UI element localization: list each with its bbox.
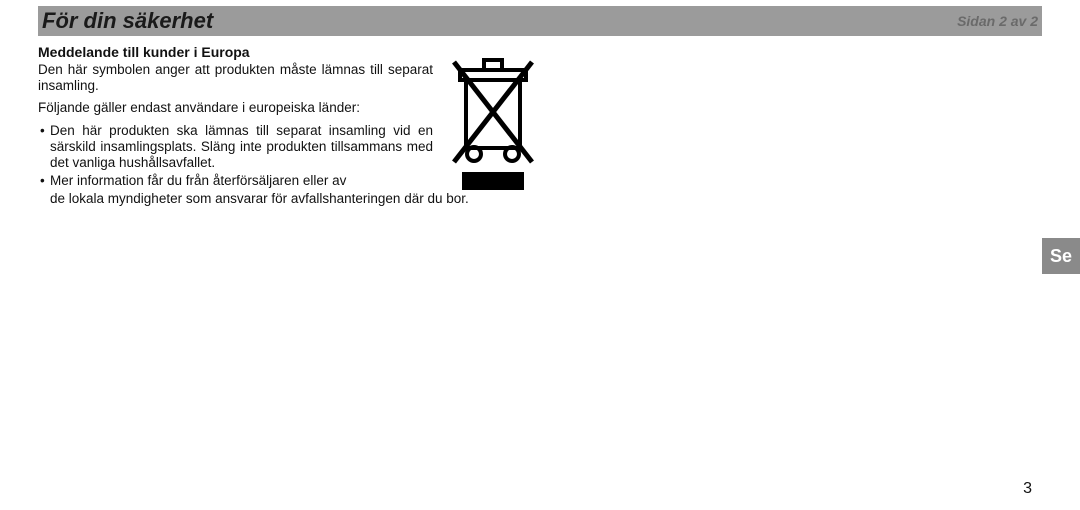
text-column: Den här symbolen anger att produkten mås… bbox=[38, 62, 433, 191]
page-number: 3 bbox=[1023, 480, 1032, 498]
page-header: För din säkerhet Sidan 2 av 2 bbox=[38, 6, 1042, 36]
intro-paragraph: Den här symbolen anger att produkten mås… bbox=[38, 62, 433, 94]
list-item: Mer information får du från återförsälja… bbox=[38, 173, 433, 189]
list-item: Den här produkten ska lämnas till separa… bbox=[38, 123, 433, 172]
lead-paragraph: Följande gäller endast användare i europ… bbox=[38, 100, 433, 116]
page-indicator: Sidan 2 av 2 bbox=[957, 13, 1038, 29]
page-title: För din säkerhet bbox=[42, 8, 213, 34]
content-area: Meddelande till kunder i Europa Den här … bbox=[38, 36, 1042, 208]
language-tab: Se bbox=[1042, 238, 1080, 274]
bullet-list: Den här produkten ska lämnas till separa… bbox=[38, 123, 433, 190]
section-subheading: Meddelande till kunder i Europa bbox=[38, 44, 1042, 60]
language-code: Se bbox=[1050, 246, 1072, 267]
weee-bin-icon bbox=[448, 54, 538, 199]
